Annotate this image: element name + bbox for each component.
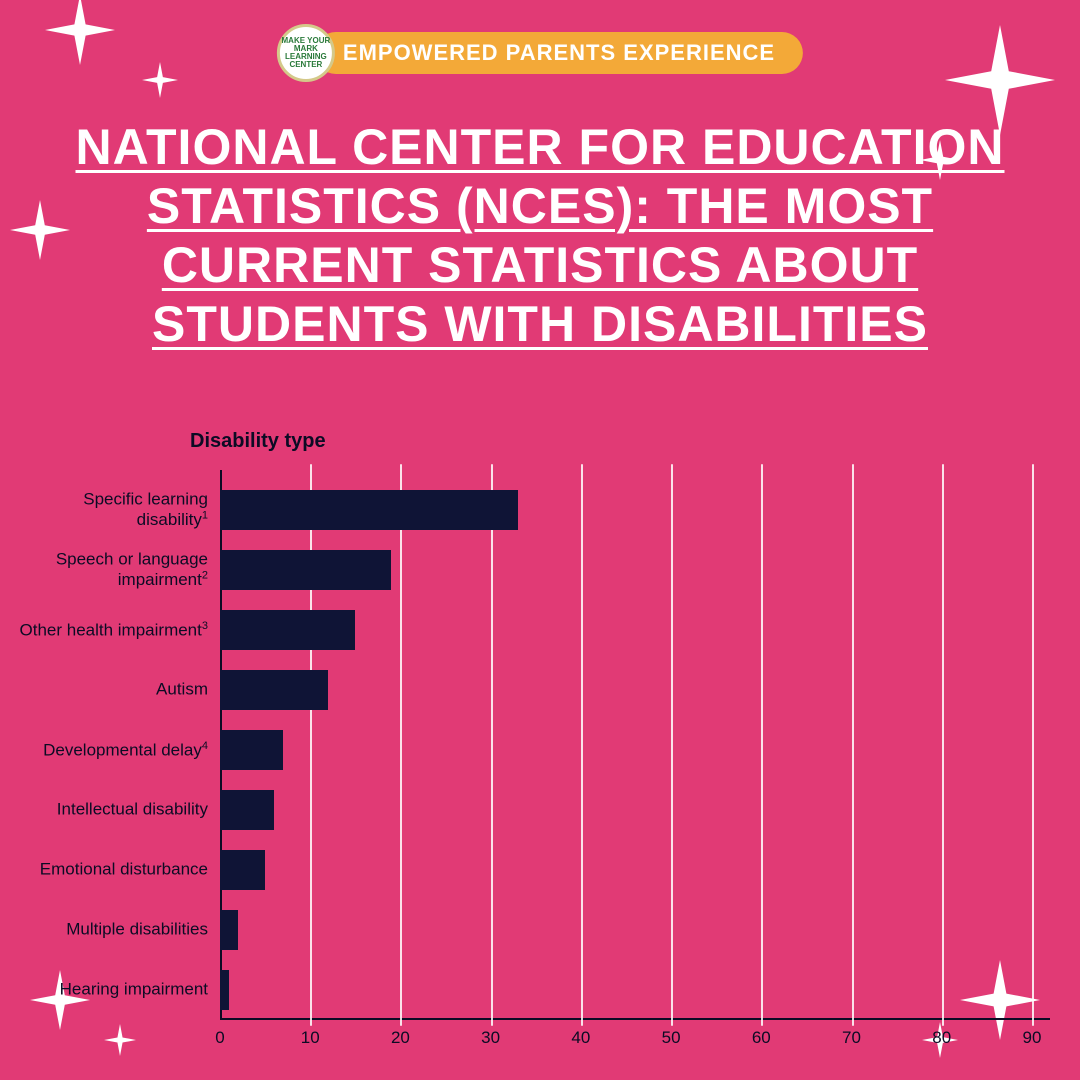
chart-bar: [220, 550, 391, 590]
logo-icon: MAKE YOUR MARK LEARNING CENTER: [277, 24, 335, 82]
chart-bar: [220, 910, 238, 950]
chart-bar: [220, 670, 328, 710]
chart-bar: [220, 730, 283, 770]
x-tick-label: 70: [842, 1028, 861, 1048]
category-label: Specific learning disability1: [10, 490, 220, 529]
category-label: Other health impairment3: [10, 620, 220, 640]
x-tick-label: 20: [391, 1028, 410, 1048]
category-label: Speech or language impairment2: [10, 550, 220, 589]
chart-bar: [220, 790, 274, 830]
category-label: Developmental delay4: [10, 740, 220, 760]
sparkle-icon: [142, 62, 178, 103]
x-axis: [220, 1018, 1050, 1020]
x-tick-label: 60: [752, 1028, 771, 1048]
chart-title: Disability type: [190, 430, 326, 453]
chart-plot: 0102030405060708090Specific learning dis…: [220, 470, 1050, 1020]
x-tick-label: 40: [571, 1028, 590, 1048]
gridline: [581, 464, 583, 1026]
x-tick-label: 10: [301, 1028, 320, 1048]
gridline: [942, 464, 944, 1026]
gridline: [852, 464, 854, 1026]
chart-container: Disability type 0102030405060708090Speci…: [0, 430, 1080, 1060]
gridline: [491, 464, 493, 1026]
category-label: Emotional disturbance: [10, 861, 220, 880]
x-tick-label: 80: [932, 1028, 951, 1048]
category-label: Hearing impairment: [10, 981, 220, 1000]
gridline: [1032, 464, 1034, 1026]
badge-label: EMPOWERED PARENTS EXPERIENCE: [315, 32, 803, 74]
page-title: NATIONAL CENTER FOR EDUCATION STATISTICS…: [40, 118, 1040, 354]
x-tick-label: 30: [481, 1028, 500, 1048]
category-label: Multiple disabilities: [10, 921, 220, 940]
x-tick-label: 0: [215, 1028, 224, 1048]
category-label: Autism: [10, 681, 220, 700]
gridline: [761, 464, 763, 1026]
chart-bar: [220, 490, 518, 530]
gridline: [310, 464, 312, 1026]
category-label: Intellectual disability: [10, 801, 220, 820]
chart-bar: [220, 970, 229, 1010]
gridline: [400, 464, 402, 1026]
gridline: [671, 464, 673, 1026]
chart-bar: [220, 610, 355, 650]
x-tick-label: 50: [662, 1028, 681, 1048]
chart-bar: [220, 850, 265, 890]
x-tick-label: 90: [1022, 1028, 1041, 1048]
header-badge: MAKE YOUR MARK LEARNING CENTER EMPOWERED…: [277, 24, 803, 82]
sparkle-icon: [45, 0, 115, 70]
